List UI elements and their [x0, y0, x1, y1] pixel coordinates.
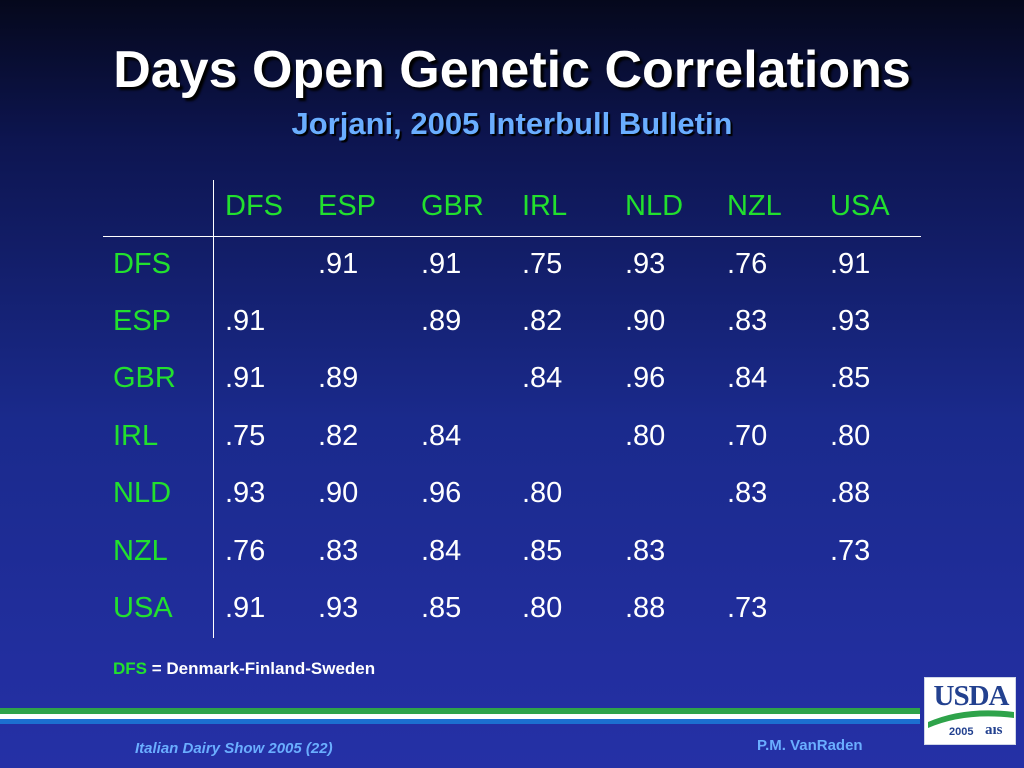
row-header-usa: USA [113, 592, 173, 624]
table-cell: .90 [318, 477, 359, 509]
column-header-dfs: DFS [225, 190, 283, 222]
table-cell: .85 [830, 362, 871, 394]
footer-author: P.M. VanRaden [757, 737, 863, 754]
table-cell: .89 [318, 362, 359, 394]
column-header-irl: IRL [522, 190, 568, 222]
row-header-nld: NLD [113, 477, 172, 509]
table-cell: .80 [830, 420, 871, 452]
row-header-dfs: DFS [113, 248, 171, 280]
table-cell: .96 [421, 477, 462, 509]
table-cell: .93 [225, 477, 266, 509]
table-cell: .84 [421, 420, 462, 452]
column-header-esp: ESP [318, 190, 377, 222]
row-header-nzl: NZL [113, 535, 168, 567]
aips-mark: aıs [985, 722, 1003, 738]
usda-logo: USDA 2005 aıs [924, 677, 1016, 745]
table-cell: .83 [727, 477, 768, 509]
row-header-irl: IRL [113, 420, 159, 452]
table-cell: .96 [625, 362, 666, 394]
table-cell: .85 [421, 592, 462, 624]
table-cell: .84 [421, 535, 462, 567]
table-cell: .84 [727, 362, 768, 394]
table-cell: .88 [830, 477, 871, 509]
table-cell: .93 [830, 305, 871, 337]
footer-stripe-green [0, 708, 920, 714]
table-vertical-rule [213, 180, 214, 638]
row-header-esp: ESP [113, 305, 172, 337]
table-cell: .84 [522, 362, 563, 394]
table-cell: .80 [625, 420, 666, 452]
table-cell: .83 [625, 535, 666, 567]
row-header-gbr: GBR [113, 362, 176, 394]
column-header-nld: NLD [625, 190, 684, 222]
table-cell: .73 [727, 592, 768, 624]
slide-subtitle: Jorjani, 2005 Interbull Bulletin [291, 106, 733, 141]
table-cell: .82 [318, 420, 359, 452]
table-horizontal-rule [103, 236, 921, 237]
table-cell: .91 [421, 248, 462, 280]
table-cell: .91 [830, 248, 871, 280]
table-cell: .93 [625, 248, 666, 280]
table-cell: .80 [522, 592, 563, 624]
table-cell: .75 [522, 248, 563, 280]
footer-stripe-blue [0, 719, 920, 724]
usda-logo-text: USDA [933, 680, 1010, 712]
table-cell: .90 [625, 305, 666, 337]
footnote: DFS = Denmark-Finland-Sweden [113, 659, 375, 679]
table-cell: .83 [727, 305, 768, 337]
table-cell: .82 [522, 305, 563, 337]
column-header-gbr: GBR [421, 190, 484, 222]
table-cell: .93 [318, 592, 359, 624]
column-header-usa: USA [830, 190, 890, 222]
table-cell: .70 [727, 420, 768, 452]
table-cell: .80 [522, 477, 563, 509]
footer-stripe-white [0, 714, 920, 719]
table-cell: .91 [225, 362, 266, 394]
table-cell: .91 [318, 248, 359, 280]
table-cell: .89 [421, 305, 462, 337]
table-cell: .91 [225, 592, 266, 624]
footnote-definition: = Denmark-Finland-Sweden [147, 659, 376, 678]
slide-title: Days Open Genetic Correlations [113, 41, 911, 99]
table-cell: .85 [522, 535, 563, 567]
table-cell: .88 [625, 592, 666, 624]
usda-logo-swoosh-icon [928, 710, 1014, 728]
table-cell: .76 [225, 535, 266, 567]
table-cell: .75 [225, 420, 266, 452]
footnote-abbreviation: DFS [113, 659, 147, 678]
column-header-nzl: NZL [727, 190, 782, 222]
footer-event-label: Italian Dairy Show 2005 (22) [135, 740, 333, 757]
table-cell: .83 [318, 535, 359, 567]
table-cell: .76 [727, 248, 768, 280]
usda-logo-year: 2005 [949, 726, 974, 738]
table-cell: .91 [225, 305, 266, 337]
table-cell: .73 [830, 535, 871, 567]
